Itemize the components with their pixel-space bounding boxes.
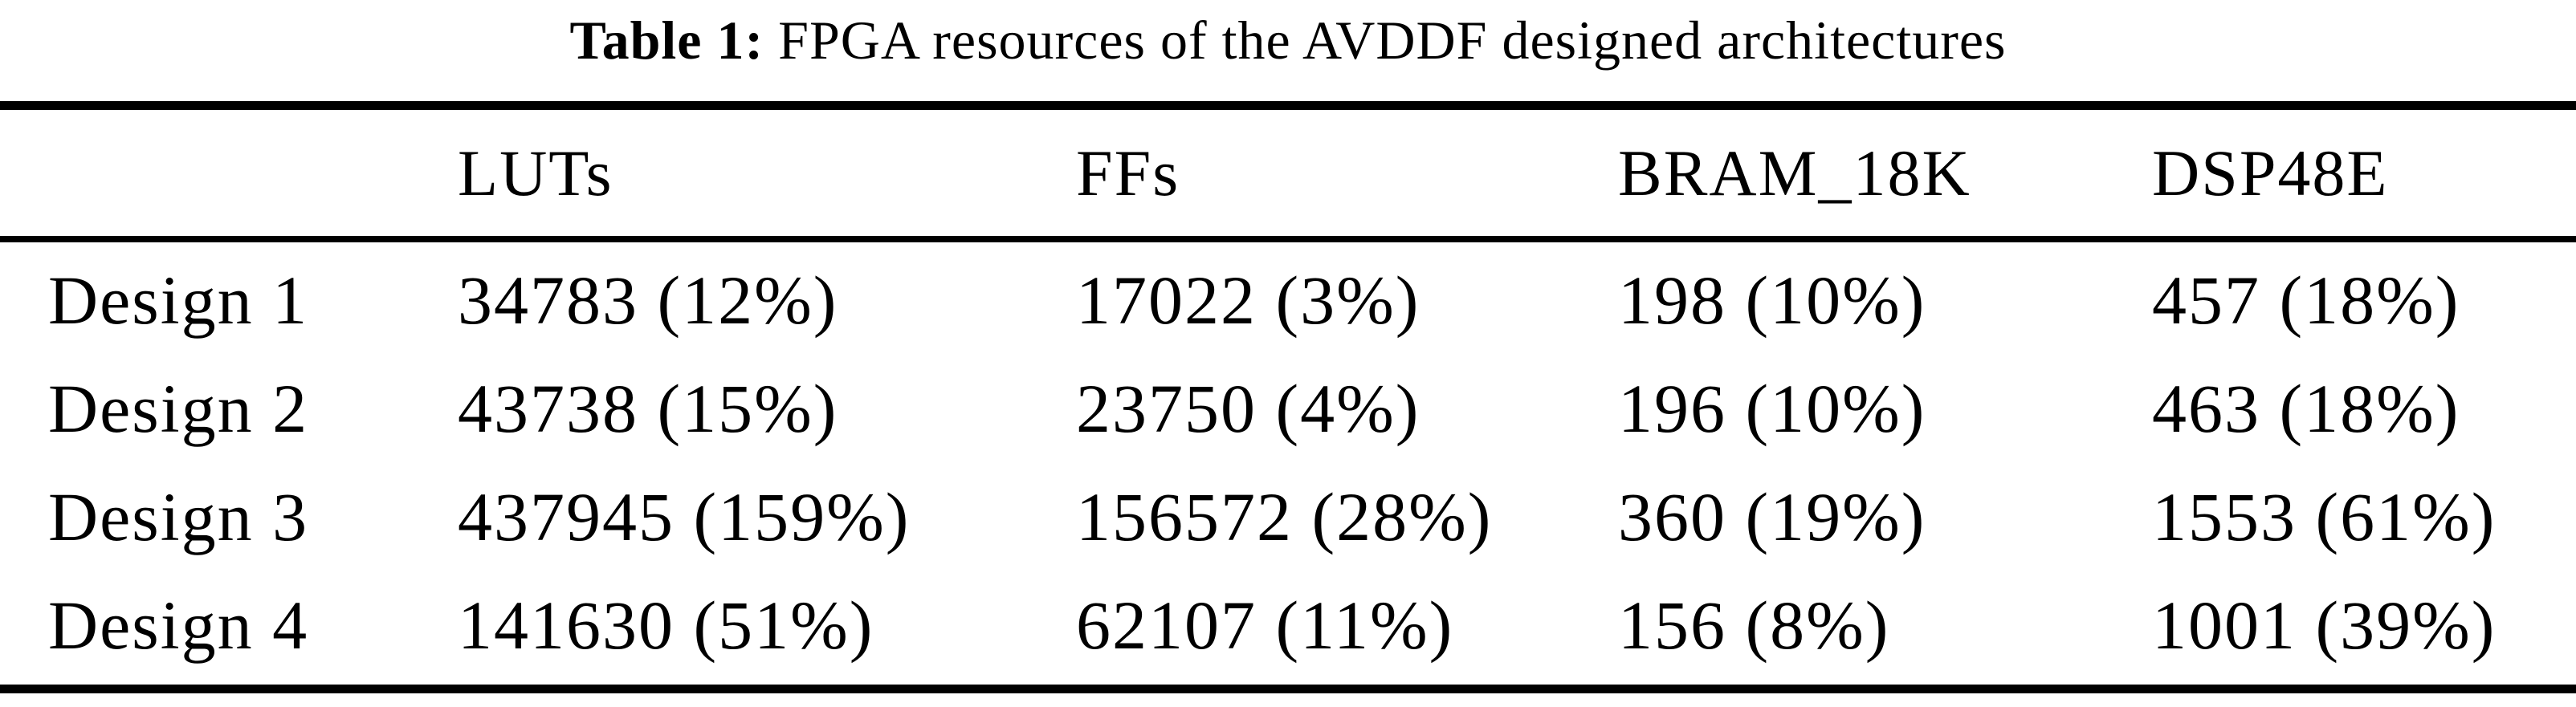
row-label: Design 4 bbox=[48, 586, 309, 664]
header-dsp48e: DSP48E bbox=[2152, 136, 2389, 209]
row-label: Design 2 bbox=[48, 369, 309, 447]
luts-value: 43738 (15%) bbox=[458, 369, 838, 447]
table-row-design-3: Design 3 437945 (159%) 156572 (28%) 360 … bbox=[48, 462, 2576, 571]
bram-value: 360 (19%) bbox=[1618, 477, 1926, 555]
table-caption-text: FPGA resources of the AVDDF designed arc… bbox=[764, 10, 2007, 71]
ffs-value: 23750 (4%) bbox=[1076, 369, 1420, 447]
row-label: Design 1 bbox=[48, 261, 309, 339]
bram-value: 196 (10%) bbox=[1618, 369, 1926, 447]
luts-value: 141630 (51%) bbox=[458, 586, 874, 664]
luts-value: 437945 (159%) bbox=[458, 477, 911, 555]
dsp-value: 1001 (39%) bbox=[2152, 586, 2497, 664]
dsp-value: 463 (18%) bbox=[2152, 369, 2460, 447]
table-body: Design 1 34783 (12%) 17022 (3%) 198 (10%… bbox=[48, 246, 2576, 679]
bram-value: 198 (10%) bbox=[1618, 261, 1926, 339]
ffs-value: 156572 (28%) bbox=[1076, 477, 1493, 555]
dsp-value: 457 (18%) bbox=[2152, 261, 2460, 339]
header-bram-18k: BRAM_18K bbox=[1618, 136, 1971, 209]
table-caption: Table 1: FPGA resources of the AVDDF des… bbox=[0, 3, 2576, 77]
row-label: Design 3 bbox=[48, 477, 309, 555]
table-header-rule bbox=[0, 236, 2576, 242]
ffs-value: 62107 (11%) bbox=[1076, 586, 1454, 664]
table-top-rule bbox=[0, 101, 2576, 110]
header-ffs: FFs bbox=[1076, 136, 1180, 209]
bram-value: 156 (8%) bbox=[1618, 586, 1890, 664]
table-caption-label: Table 1: bbox=[569, 10, 764, 71]
luts-value: 34783 (12%) bbox=[458, 261, 838, 339]
dsp-value: 1553 (61%) bbox=[2152, 477, 2497, 555]
table-row-design-1: Design 1 34783 (12%) 17022 (3%) 198 (10%… bbox=[48, 246, 2576, 354]
table-bottom-rule bbox=[0, 685, 2576, 693]
table-row-design-2: Design 2 43738 (15%) 23750 (4%) 196 (10%… bbox=[48, 354, 2576, 462]
table-row-design-4: Design 4 141630 (51%) 62107 (11%) 156 (8… bbox=[48, 571, 2576, 679]
table-header-row: LUTs FFs BRAM_18K DSP48E bbox=[48, 110, 2576, 236]
header-luts: LUTs bbox=[458, 136, 613, 209]
ffs-value: 17022 (3%) bbox=[1076, 261, 1420, 339]
